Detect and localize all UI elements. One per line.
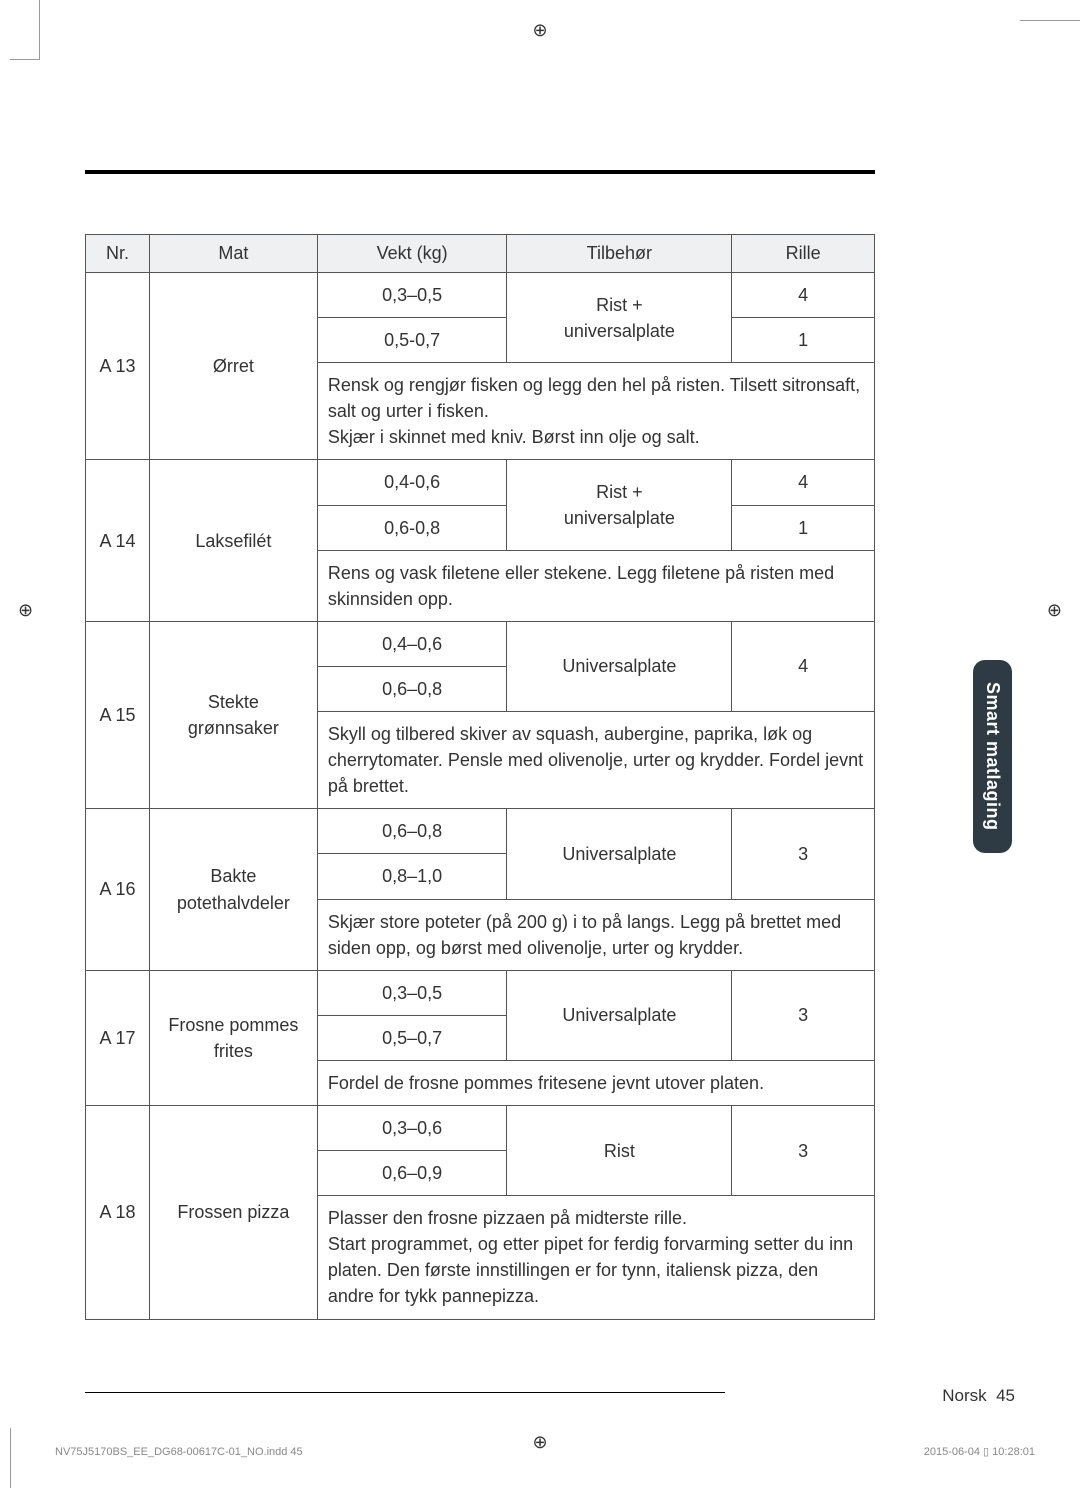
cell-accessory: Rist +universalplate — [507, 273, 732, 363]
cell-nr: A 14 — [86, 460, 150, 621]
cell-weight: 0,5-0,7 — [317, 318, 507, 363]
cell-accessory: Universalplate — [507, 970, 732, 1060]
col-weight: Vekt (kg) — [317, 235, 507, 273]
cell-weight: 0,3–0,5 — [317, 970, 507, 1015]
cell-mat: Frosne pommes frites — [149, 970, 317, 1105]
cell-accessory: Rist +universalplate — [507, 460, 732, 550]
cell-rille: 1 — [732, 318, 875, 363]
col-mat: Mat — [149, 235, 317, 273]
section-tab: Smart matlaging — [973, 660, 1012, 853]
cell-weight: 0,4-0,6 — [317, 460, 507, 505]
cell-mat: Frossen pizza — [149, 1105, 317, 1319]
cell-rille: 1 — [732, 505, 875, 550]
top-rule — [85, 170, 875, 174]
registration-mark-icon: ⊕ — [532, 1432, 547, 1453]
footer-language: Norsk — [942, 1386, 986, 1405]
footer-page: 45 — [996, 1386, 1015, 1405]
crop-mark — [1020, 20, 1080, 21]
imprint-timestamp: 2015-06-04 ▯ 10:28:01 — [924, 1445, 1035, 1458]
page-content: Nr. Mat Vekt (kg) Tilbehør Rille A 13Ørr… — [85, 170, 875, 1320]
col-rille: Rille — [732, 235, 875, 273]
cell-nr: A 18 — [86, 1105, 150, 1319]
footer-text: Norsk 45 — [942, 1386, 1015, 1406]
cell-mat: Stekte grønnsaker — [149, 621, 317, 808]
registration-mark-icon: ⊕ — [18, 600, 33, 621]
cell-mat: Bakte potethalvdeler — [149, 809, 317, 970]
cell-rille: 4 — [732, 621, 875, 711]
col-accessory: Tilbehør — [507, 235, 732, 273]
cell-instructions: Fordel de frosne pommes fritesene jevnt … — [317, 1060, 874, 1105]
cell-nr: A 13 — [86, 273, 150, 460]
cell-instructions: Rens og vask filetene eller stekene. Leg… — [317, 550, 874, 621]
registration-mark-icon: ⊕ — [532, 20, 547, 41]
cell-weight: 0,4–0,6 — [317, 621, 507, 666]
cell-nr: A 17 — [86, 970, 150, 1105]
col-nr: Nr. — [86, 235, 150, 273]
cell-weight: 0,5–0,7 — [317, 1015, 507, 1060]
cell-weight: 0,3–0,6 — [317, 1105, 507, 1150]
cell-accessory: Universalplate — [507, 621, 732, 711]
cell-instructions: Skjær store poteter (på 200 g) i to på l… — [317, 899, 874, 970]
cooking-table: Nr. Mat Vekt (kg) Tilbehør Rille A 13Ørr… — [85, 234, 875, 1320]
cell-weight: 0,3–0,5 — [317, 273, 507, 318]
page-footer: Norsk 45 — [85, 1392, 1015, 1393]
cell-mat: Ørret — [149, 273, 317, 460]
imprint-filename: NV75J5170BS_EE_DG68-00617C-01_NO.indd 45 — [55, 1446, 303, 1458]
cell-weight: 0,6–0,9 — [317, 1151, 507, 1196]
cell-rille: 3 — [732, 1105, 875, 1195]
cell-rille: 4 — [732, 273, 875, 318]
registration-mark-icon: ⊕ — [1047, 600, 1062, 621]
cell-instructions: Skyll og tilbered skiver av squash, aube… — [317, 712, 874, 809]
cell-weight: 0,6–0,8 — [317, 809, 507, 854]
cell-nr: A 16 — [86, 809, 150, 970]
crop-mark — [10, 1428, 11, 1488]
cell-accessory: Universalplate — [507, 809, 732, 899]
cell-accessory: Rist — [507, 1105, 732, 1195]
cell-weight: 0,6–0,8 — [317, 666, 507, 711]
cell-rille: 3 — [732, 970, 875, 1060]
footer-rule — [85, 1392, 725, 1393]
cell-rille: 4 — [732, 460, 875, 505]
cell-instructions: Rensk og rengjør fisken og legg den hel … — [317, 363, 874, 460]
cell-nr: A 15 — [86, 621, 150, 808]
cell-instructions: Plasser den frosne pizzaen på midterste … — [317, 1196, 874, 1319]
cell-mat: Laksefilét — [149, 460, 317, 621]
cell-weight: 0,6-0,8 — [317, 505, 507, 550]
crop-mark — [10, 0, 40, 60]
cell-weight: 0,8–1,0 — [317, 854, 507, 899]
cell-rille: 3 — [732, 809, 875, 899]
